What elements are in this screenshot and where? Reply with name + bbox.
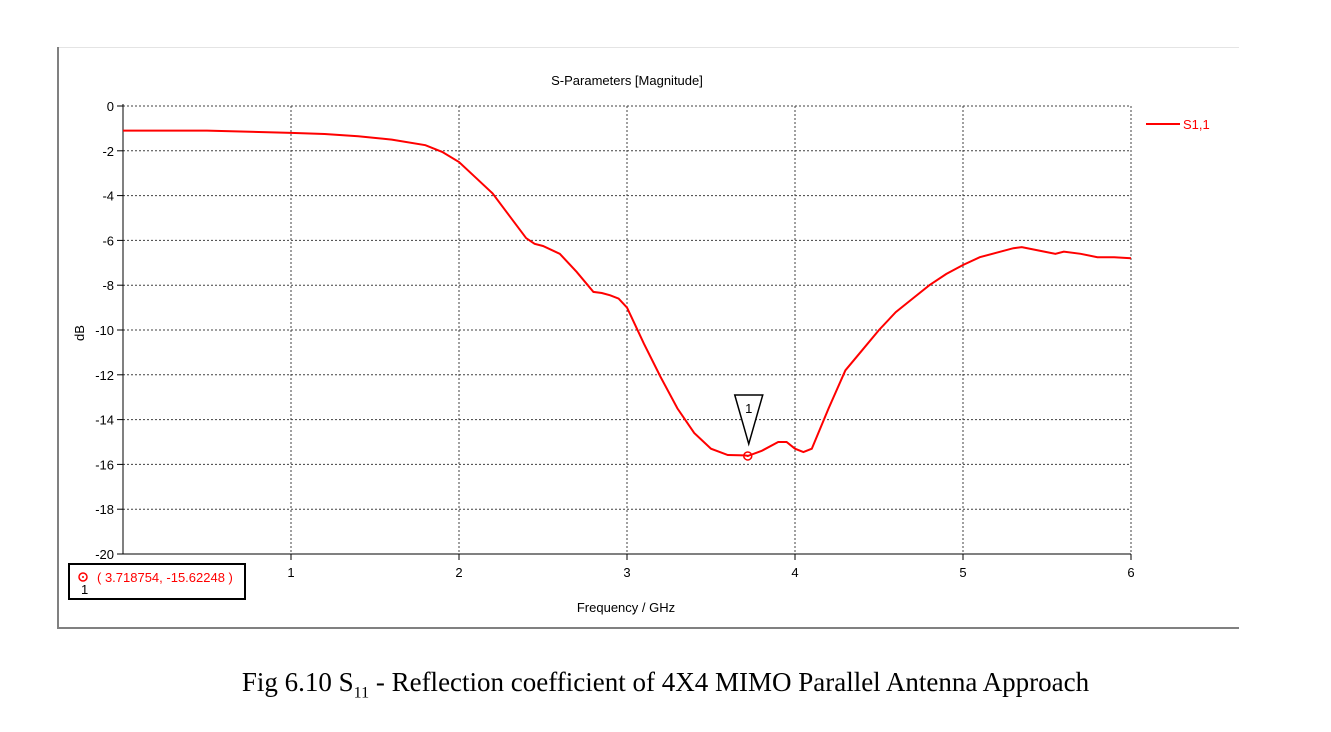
- y-tick-label: 0: [107, 99, 114, 114]
- marker-dot-center: [746, 454, 749, 457]
- x-tick-label: 5: [959, 565, 966, 580]
- x-tick-label: 2: [455, 565, 462, 580]
- x-tick-labels: 1 2 3 4 5 6: [287, 565, 1134, 580]
- y-tick-label: -16: [95, 457, 114, 472]
- grid: [123, 105, 1132, 554]
- caption-label: Fig 6.10 S: [241, 667, 354, 697]
- caption-dash: -: [369, 667, 392, 697]
- series-line-s11: [123, 129, 1132, 457]
- y-tick-label: -18: [95, 502, 114, 517]
- readout-marker-icon: [78, 572, 88, 582]
- y-tick-labels: 0 -2 -4 -6 -8 -10 -12 -14 -16 -18 -20: [95, 99, 114, 562]
- caption-subscript: 11: [353, 684, 370, 702]
- marker-flag-label: 1: [745, 401, 752, 416]
- readout-value: ( 3.718754, -15.62248 ): [97, 570, 233, 585]
- readout-marker-icon-center: [82, 576, 84, 578]
- y-tick-label: -6: [102, 233, 114, 248]
- s-parameter-chart: S-Parameters [Magnitude] 0 -2 -4 -6 -8 -10 -12…: [57, 47, 1239, 629]
- y-axis-label: dB: [72, 325, 87, 341]
- marker-readout-box: 1 ( 3.718754, -15.62248 ): [68, 563, 246, 600]
- marker-1[interactable]: 1: [733, 394, 764, 461]
- x-tick-label: 3: [623, 565, 630, 580]
- x-axis-label: Frequency / GHz: [577, 600, 675, 615]
- readout-border: [68, 563, 246, 600]
- legend[interactable]: S1,1: [1146, 117, 1210, 132]
- marker-dot: [743, 451, 753, 461]
- y-tick-label: -14: [95, 413, 114, 428]
- axes: [117, 104, 1132, 560]
- x-tick-label: 4: [791, 565, 798, 580]
- figure-caption: Fig 6.10 S11 - Reflection coefficient of…: [0, 667, 1331, 702]
- marker-flag: [733, 394, 764, 447]
- y-tick-label: -8: [102, 278, 114, 293]
- chart-title: S-Parameters [Magnitude]: [551, 73, 703, 88]
- plot-frame: S-Parameters [Magnitude] 0 -2 -4 -6 -8 -10 -12…: [57, 47, 1239, 629]
- readout-marker-id: 1: [81, 582, 88, 597]
- caption-text: Reflection coefficient of 4X4 MIMO Paral…: [391, 667, 1090, 697]
- legend-label-s11: S1,1: [1183, 117, 1210, 132]
- y-tick-label: -20: [95, 547, 114, 562]
- y-tick-label: -12: [95, 368, 114, 383]
- x-tick-label: 1: [287, 565, 294, 580]
- y-tick-label: -4: [102, 189, 114, 204]
- x-tick-label: 6: [1127, 565, 1134, 580]
- y-tick-label: -10: [95, 323, 114, 338]
- y-tick-label: -2: [102, 144, 114, 159]
